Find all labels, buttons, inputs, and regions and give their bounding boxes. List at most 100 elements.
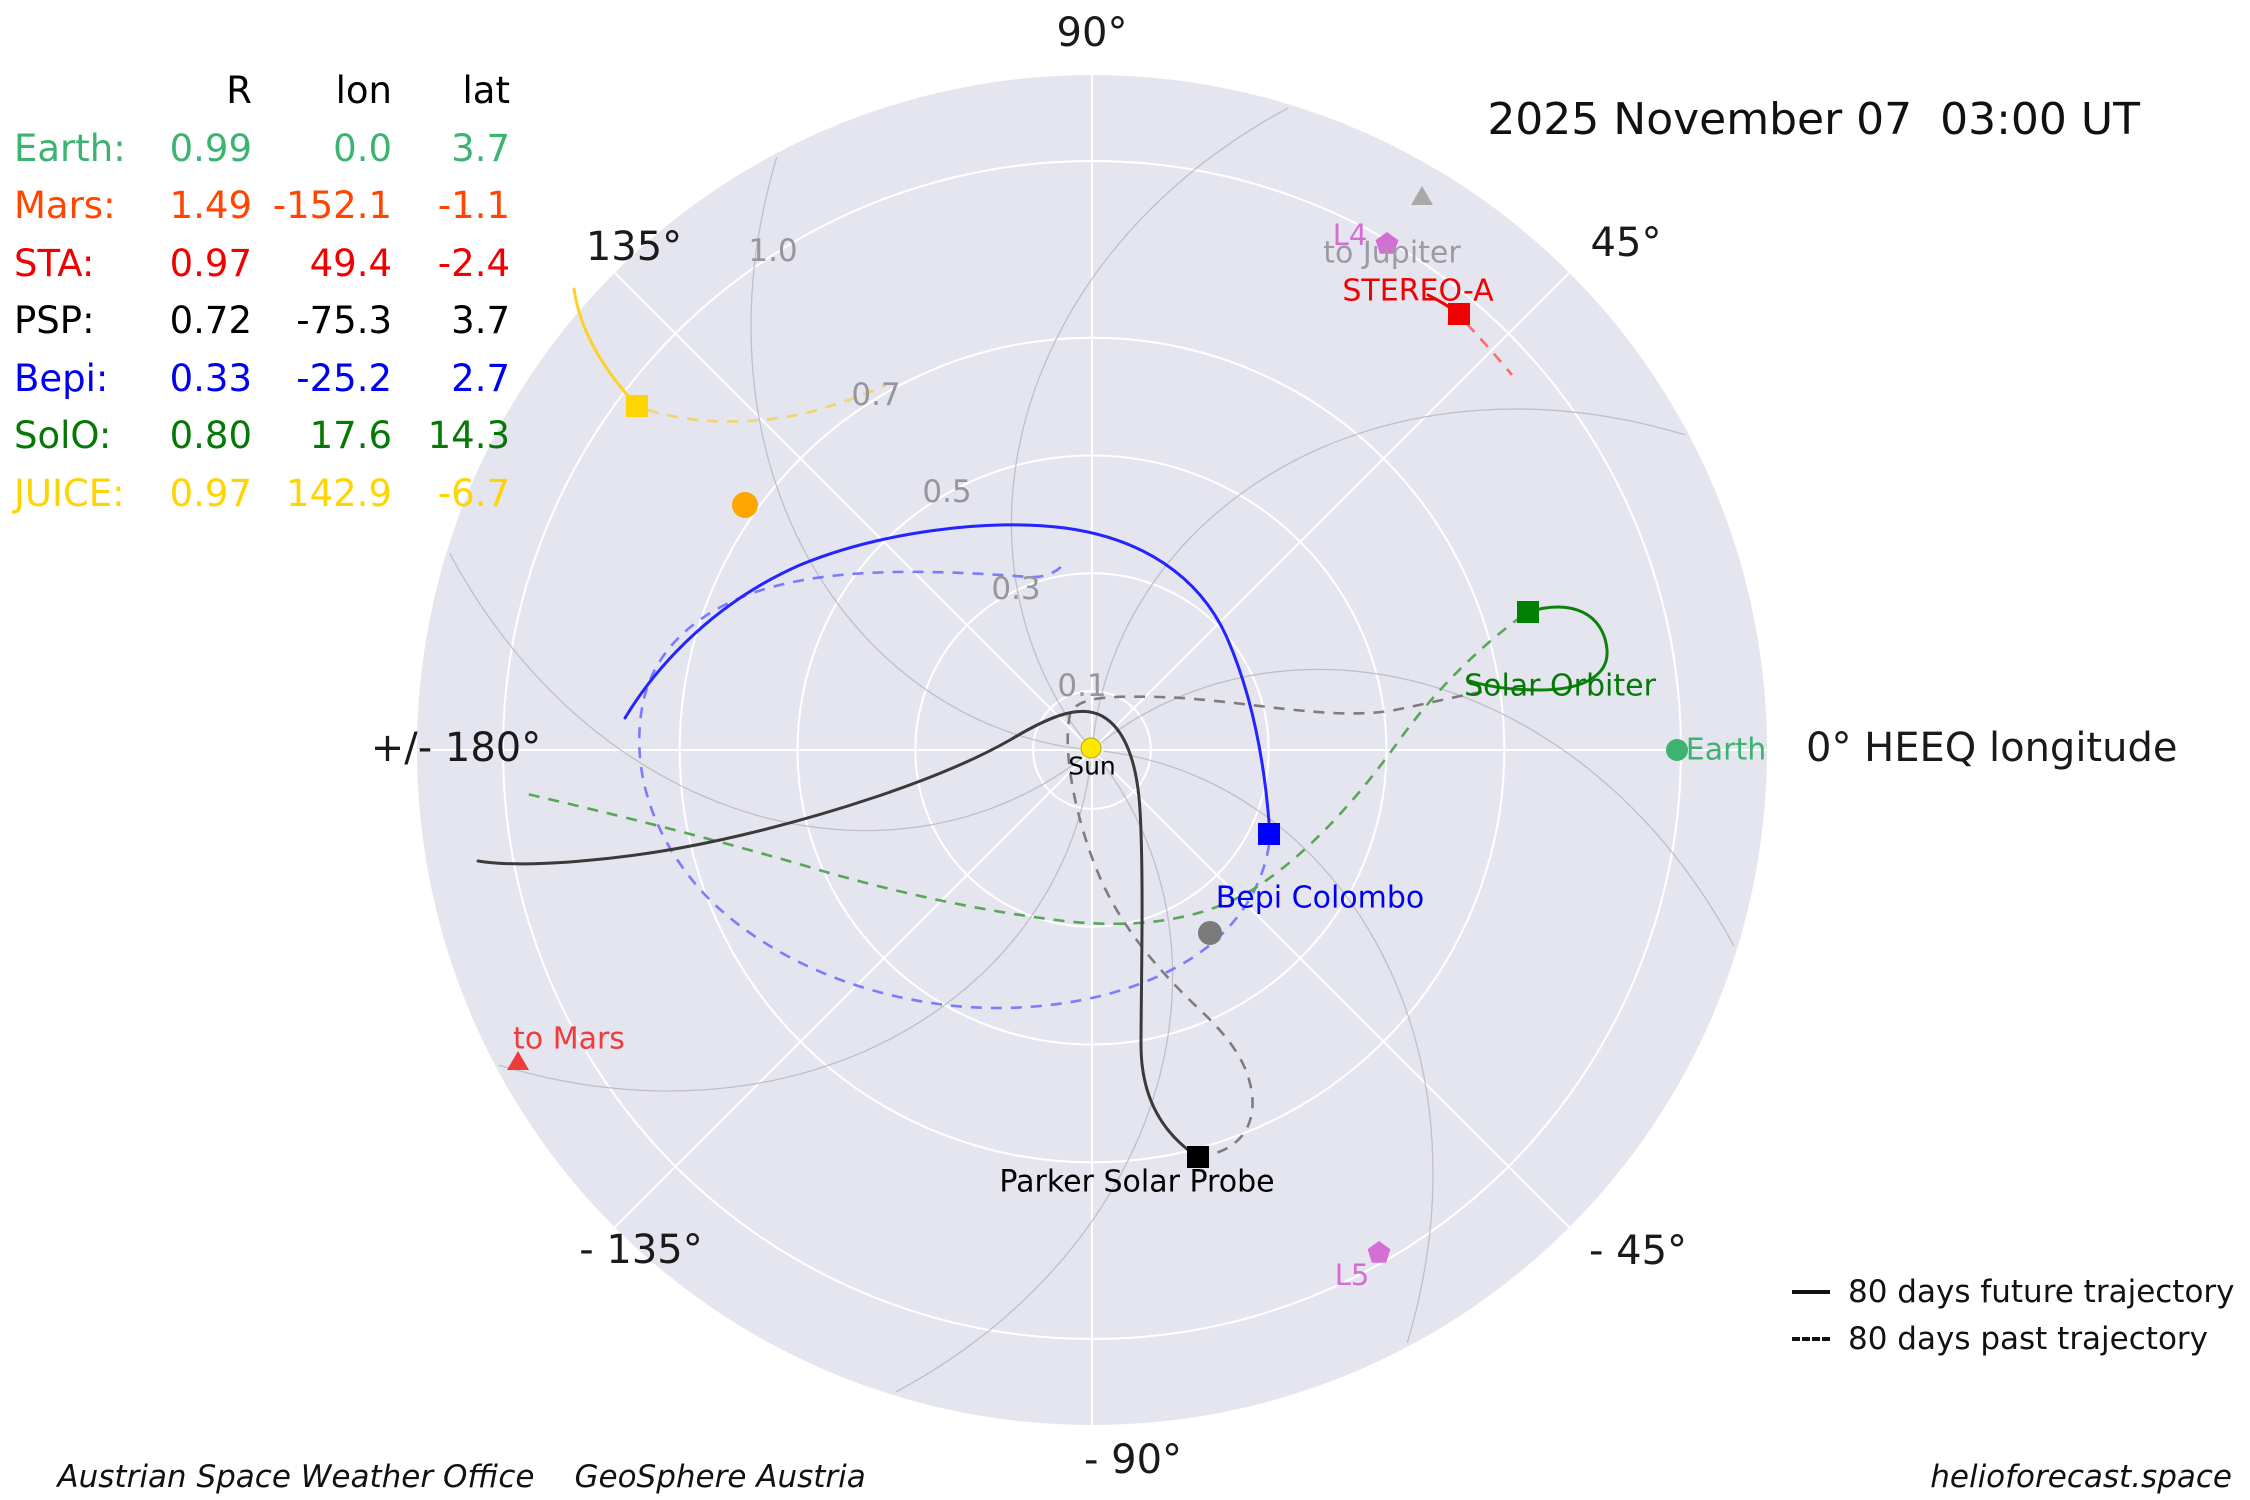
row-label: JUICE: [14, 471, 125, 515]
earth-marker [1666, 739, 1688, 761]
lon-value: 17.6 [309, 414, 392, 458]
trajectory-legend: 80 days future trajectory 80 days past t… [1792, 1268, 2235, 1362]
to-jupiter-direction-icon [1411, 186, 1433, 205]
table-row-sta: STA: 0.97 49.4 -2.4 [14, 235, 510, 293]
lat-value: 3.7 [451, 299, 510, 343]
footer-geosphere: GeoSphere Austria [574, 1459, 866, 1495]
lon-value: 49.4 [309, 241, 392, 285]
l5-label: L5 [1334, 1258, 1370, 1293]
r-value: 0.97 [169, 241, 252, 285]
row-label: PSP: [14, 299, 95, 343]
angle-label-45: 45° [1590, 220, 1662, 266]
angle-label-90: 90° [1056, 10, 1128, 56]
row-label: STA: [14, 241, 95, 285]
solo-future-trajectory [1468, 605, 1609, 692]
parker-spiral-field-lines [449, 107, 1735, 1393]
juice-marker [626, 395, 648, 417]
row-label: Mars: [14, 184, 116, 228]
bepi-colombo-marker [1258, 823, 1280, 845]
r-value: 0.99 [169, 126, 252, 170]
polar-grid [417, 75, 1767, 1425]
row-label: Earth: [14, 126, 126, 170]
table-row-earth: Earth: 0.99 0.0 3.7 [14, 120, 510, 178]
bepi-future-trajectory [623, 523, 1271, 824]
to-mars-label: to Mars [513, 1021, 625, 1057]
psp-past-trajectory [1066, 690, 1483, 1159]
l4-marker [1375, 232, 1399, 254]
row-label: SolO: [14, 414, 112, 458]
lat-value: -6.7 [437, 471, 510, 515]
table-row-bepi: Bepi: 0.33 -25.2 2.7 [14, 350, 510, 408]
parker-spiral-line [449, 553, 1084, 832]
footer-attribution: Austrian Space Weather Office GeoSphere A… [18, 1423, 866, 1500]
plot-datetime: 2025 November 07 03:00 UT [1487, 94, 2140, 145]
parker-spiral-line [1010, 107, 1289, 742]
parker-spiral-line [1092, 408, 1686, 739]
lon-value: -152.1 [272, 184, 392, 228]
position-table: R lon lat Earth: 0.99 0.0 3.7 Mars: 1.49… [14, 62, 510, 522]
stereo-a-label: STEREO-A [1342, 273, 1494, 309]
radial-label-0-5: 0.5 [922, 473, 972, 510]
earth-label: Earth [1685, 732, 1767, 768]
body-markers [507, 186, 1688, 1263]
solid-line-sample-icon [1792, 1289, 1830, 1294]
angle-label-minus90: - 90° [1083, 1437, 1183, 1483]
radial-label-0-3: 0.3 [991, 570, 1041, 607]
solar-orbiter-label: Solar Orbiter [1464, 668, 1656, 704]
lat-value: 3.7 [451, 126, 510, 170]
mercury-marker [1198, 921, 1222, 945]
dashed-line-sample-icon [1792, 1336, 1830, 1341]
table-header-row: R lon lat [14, 62, 510, 120]
venus-marker [732, 492, 758, 518]
angle-label-180: +/- 180° [370, 725, 542, 771]
r-value: 0.72 [169, 299, 252, 343]
angle-label-135: 135° [585, 224, 683, 270]
table-row-mars: Mars: 1.49 -152.1 -1.1 [14, 177, 510, 235]
to-mars-direction-icon [507, 1051, 529, 1070]
bepi-colombo-label: Bepi Colombo [1215, 880, 1425, 916]
lat-value: 2.7 [451, 356, 510, 400]
lon-value: 0.0 [333, 126, 392, 170]
row-label: Bepi: [14, 356, 109, 400]
r-value: 0.33 [169, 356, 252, 400]
footer-website: helioforecast.space [1930, 1459, 2232, 1495]
legend-row-future: 80 days future trajectory [1792, 1268, 2235, 1315]
col-header-lat: lat [462, 69, 510, 113]
table-row-psp: PSP: 0.72 -75.3 3.7 [14, 292, 510, 350]
radial-label-0-1: 0.1 [1057, 667, 1107, 704]
col-header-r: R [226, 69, 252, 113]
juice-future-trajectory [572, 287, 639, 408]
l4-label: L4 [1332, 218, 1368, 253]
parker-spiral-line [750, 156, 1081, 750]
lon-value: 142.9 [286, 471, 392, 515]
angle-label-minus135: - 135° [579, 1227, 703, 1273]
sun-marker [1080, 737, 1102, 759]
solo-past-trajectory [526, 614, 1523, 926]
stereo-a-past-trajectory [1466, 323, 1514, 376]
parker-solar-probe-label: Parker Solar Probe [999, 1164, 1275, 1200]
r-value: 0.97 [169, 471, 252, 515]
parker-solar-probe-marker [1187, 1146, 1209, 1168]
lon-value: -25.2 [296, 356, 392, 400]
table-row-solo: SolO: 0.80 17.6 14.3 [14, 407, 510, 465]
r-value: 0.80 [169, 414, 252, 458]
lat-value: 14.3 [427, 414, 510, 458]
angle-label-0-heeq: 0° HEEQ longitude [1806, 725, 2178, 771]
legend-future-label: 80 days future trajectory [1848, 1273, 2235, 1310]
lat-value: -2.4 [437, 241, 510, 285]
solar-orbiter-marker [1517, 601, 1539, 623]
sun-label: Sun [1068, 751, 1116, 781]
r-value: 1.49 [169, 184, 252, 228]
legend-past-label: 80 days past trajectory [1848, 1320, 2208, 1357]
juice-past-trajectory [647, 383, 887, 423]
angle-label-minus45: - 45° [1588, 1228, 1688, 1274]
psp-future-trajectory [476, 709, 1200, 1159]
to-jupiter-label: to Jupiter [1323, 235, 1461, 271]
footer-office: Austrian Space Weather Office [57, 1459, 535, 1495]
radial-label-0-7: 0.7 [851, 376, 901, 413]
col-header-lon: lon [335, 69, 392, 113]
table-row-juice: JUICE: 0.97 142.9 -6.7 [14, 465, 510, 523]
trajectories [476, 287, 1609, 1159]
